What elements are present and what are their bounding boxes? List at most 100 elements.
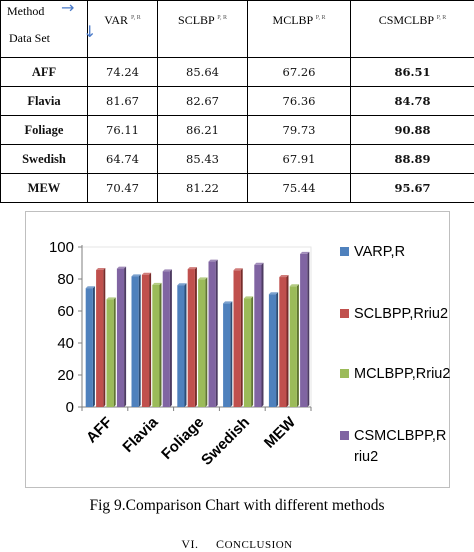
- table-row: Swedish 64.74 85.43 67.91 88.89: [0, 144, 474, 174]
- bar: [300, 253, 308, 407]
- column-header-label: CSMCLBP: [378, 13, 434, 27]
- table-cell: 75.44: [247, 173, 351, 203]
- header-corner-cell: Method → Data Set ↓: [0, 0, 96, 58]
- bar-side: [230, 301, 233, 407]
- bar-top: [198, 277, 208, 280]
- bar-top: [116, 266, 127, 269]
- bar-side: [296, 284, 299, 407]
- bar: [131, 276, 139, 407]
- table-row: MEW 70.47 81.22 75.44 95.67: [0, 173, 474, 203]
- table-cell: 82.67: [157, 86, 248, 116]
- bar-side: [215, 259, 218, 407]
- table-cell: 84.78: [350, 86, 474, 116]
- y-tick-label: 80: [57, 271, 74, 288]
- bar-top: [289, 284, 299, 287]
- x-category-label: AFF: [83, 414, 116, 447]
- table-cell: 74.24: [87, 57, 158, 87]
- column-header-superscript: P, R: [217, 15, 227, 21]
- column-header-superscript: P, R: [131, 15, 141, 21]
- table-cell: 67.91: [247, 144, 351, 174]
- bar: [162, 271, 170, 407]
- column-header: VAR P, R: [87, 0, 158, 58]
- x-category-label: Flavia: [119, 413, 162, 456]
- y-tick-label: 20: [57, 367, 74, 384]
- table-cell: 67.26: [247, 57, 351, 87]
- y-tick-label: 60: [57, 303, 74, 320]
- table-cell: 76.36: [247, 86, 351, 116]
- y-tick-label: 40: [57, 335, 74, 352]
- bar-top: [268, 292, 279, 295]
- bar-side: [251, 296, 254, 407]
- row-label: MEW: [0, 173, 88, 203]
- y-tick-label: 100: [49, 239, 74, 256]
- bar-top: [233, 268, 243, 271]
- bar: [268, 294, 277, 407]
- bar-top: [177, 283, 187, 286]
- y-tick-label: 0: [66, 399, 74, 416]
- table-cell: 88.89: [350, 144, 474, 174]
- column-header-label: VAR: [104, 13, 129, 27]
- column-header: SCLBP P, R: [157, 0, 248, 58]
- bar: [141, 274, 150, 407]
- bar-side: [92, 286, 95, 407]
- bar-top: [131, 274, 141, 277]
- x-category-label: MEW: [261, 413, 300, 452]
- bar-side: [240, 268, 243, 407]
- bar: [233, 270, 241, 407]
- results-table: Method → Data Set ↓ VAR P, R SCLBP P, R …: [0, 0, 474, 203]
- column-header: MCLBP P, R: [247, 0, 351, 58]
- bar-top: [106, 297, 116, 300]
- legend-swatch: [340, 369, 349, 378]
- bar-side: [149, 272, 152, 407]
- bar-side: [261, 262, 264, 407]
- bar-top: [162, 269, 172, 272]
- table-cell: 85.43: [157, 144, 248, 174]
- row-label: AFF: [0, 57, 88, 87]
- row-label: Flavia: [0, 86, 88, 116]
- bar-side: [286, 275, 289, 407]
- bar-top: [152, 282, 162, 285]
- bar-side: [113, 297, 116, 407]
- table-cell: 85.64: [157, 57, 248, 87]
- bar-top: [141, 272, 152, 275]
- table-cell: 81.22: [157, 173, 248, 203]
- bar: [208, 261, 216, 407]
- bar-side: [103, 267, 106, 407]
- bar: [223, 303, 231, 407]
- table-cell: 76.11: [87, 115, 158, 145]
- bar: [106, 299, 114, 407]
- method-label: Method: [7, 4, 45, 18]
- dataset-label: Data Set: [9, 31, 50, 45]
- legend-swatch: [340, 247, 349, 256]
- row-label: Foliage: [0, 115, 88, 145]
- bar-top: [243, 296, 254, 299]
- bar: [243, 298, 252, 407]
- bar-side: [159, 282, 162, 407]
- bar-side: [307, 251, 310, 407]
- table-cell: 81.67: [87, 86, 158, 116]
- column-header-superscript: P, R: [436, 15, 447, 21]
- bar-top: [279, 275, 289, 278]
- legend-swatch: [340, 309, 349, 318]
- bar-side: [194, 267, 197, 407]
- row-label: Swedish: [0, 144, 88, 174]
- column-header: CSMCLBP P, R: [350, 0, 474, 58]
- bar: [254, 264, 262, 407]
- table-cell: 64.74: [87, 144, 158, 174]
- bar: [96, 269, 104, 407]
- bar: [116, 268, 125, 407]
- bar: [85, 288, 93, 407]
- bar-side: [276, 292, 279, 407]
- table-cell: 90.88: [350, 115, 474, 145]
- legend-label: CSMCLBPP,Rriu2: [354, 428, 447, 465]
- table-cell: 86.51: [350, 57, 474, 87]
- table-cell: 95.67: [350, 173, 474, 203]
- comparison-chart: 0 20 40 60 80 100 AFF Flavia Foliage Swedish MEW V…: [25, 211, 450, 488]
- bar-side: [124, 266, 127, 407]
- bar: [279, 277, 287, 407]
- bar: [187, 269, 195, 407]
- table-row: AFF 74.24 85.64 67.26 86.51: [0, 57, 474, 87]
- table-row: Foliage 76.11 86.21 79.73 90.88: [0, 115, 474, 145]
- section-title-initial: C: [216, 537, 225, 551]
